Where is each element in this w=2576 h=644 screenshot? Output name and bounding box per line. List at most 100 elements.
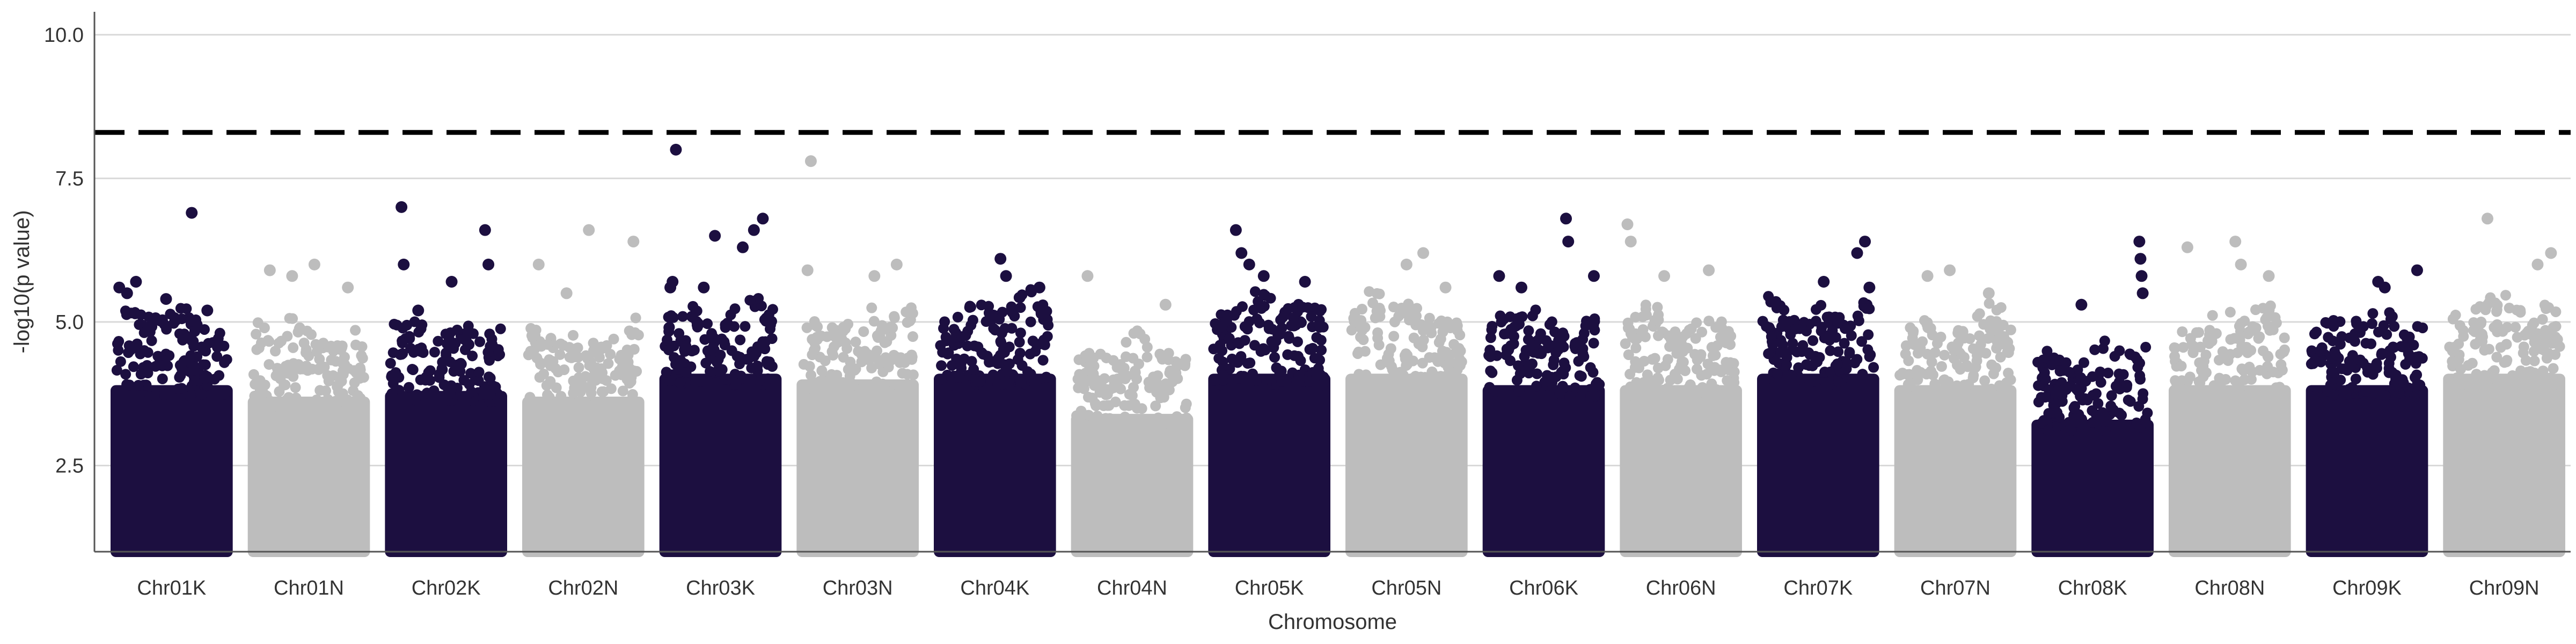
- data-point: [448, 343, 459, 354]
- data-point: [1975, 339, 1986, 350]
- data-point: [1487, 367, 1498, 378]
- top-point: [1863, 281, 1876, 294]
- data-point: [1646, 354, 1658, 365]
- data-point: [1957, 389, 1968, 400]
- data-point: [2550, 306, 2562, 317]
- data-point: [2267, 324, 2279, 335]
- data-point: [2250, 304, 2262, 316]
- data-point: [2335, 375, 2346, 386]
- data-point: [2196, 389, 2207, 400]
- data-point: [2170, 342, 2181, 354]
- data-point: [2200, 349, 2212, 361]
- data-point: [586, 387, 597, 399]
- top-point: [560, 287, 573, 299]
- data-point: [2403, 382, 2414, 393]
- data-point: [1907, 327, 1919, 339]
- data-point: [1984, 298, 1995, 309]
- data-point: [988, 323, 999, 334]
- data-point: [588, 338, 599, 349]
- data-point: [580, 371, 591, 382]
- data-point: [2089, 344, 2101, 355]
- data-point: [2239, 374, 2250, 385]
- data-point: [1810, 357, 1821, 368]
- data-point: [1314, 322, 1326, 333]
- data-point: [196, 389, 207, 400]
- data-point: [700, 357, 712, 369]
- data-point: [664, 375, 675, 386]
- data-point: [895, 352, 906, 363]
- data-point: [1292, 336, 1303, 347]
- data-point: [752, 360, 763, 371]
- data-point: [729, 303, 741, 314]
- top-point: [445, 276, 458, 288]
- data-point: [1649, 314, 1660, 326]
- data-point: [1995, 302, 2007, 313]
- data-point: [1630, 342, 1642, 354]
- data-point: [2279, 332, 2290, 343]
- data-point: [2279, 344, 2290, 355]
- data-point: [819, 355, 831, 367]
- data-point: [1809, 376, 1820, 387]
- top-point: [1299, 276, 1311, 288]
- data-point: [1729, 366, 1740, 377]
- data-point: [433, 335, 444, 347]
- data-point: [482, 347, 494, 358]
- data-point: [936, 360, 947, 371]
- data-point: [1025, 316, 1036, 327]
- data-point: [1293, 369, 1305, 380]
- data-point: [885, 321, 896, 333]
- data-point: [350, 325, 361, 336]
- data-point: [420, 375, 431, 386]
- data-point: [845, 356, 856, 368]
- data-point: [1358, 334, 1369, 346]
- data-point: [905, 302, 917, 313]
- data-point: [1352, 348, 1363, 359]
- data-point: [2039, 392, 2051, 403]
- data-point: [902, 317, 913, 328]
- data-point: [720, 319, 731, 331]
- data-point: [483, 371, 494, 383]
- data-point: [2479, 345, 2490, 356]
- data-point: [1224, 333, 1235, 344]
- data-point: [1526, 340, 1538, 351]
- top-point: [286, 270, 298, 282]
- data-point: [1238, 371, 1249, 382]
- data-point: [1007, 307, 1018, 318]
- chromosome-band-chr04n: [1071, 270, 1194, 557]
- data-point: [1113, 362, 1124, 373]
- data-point: [663, 345, 675, 356]
- data-point: [801, 322, 813, 333]
- data-point: [1646, 379, 1657, 390]
- data-point: [680, 367, 692, 378]
- data-point: [466, 386, 477, 397]
- data-point: [2176, 361, 2187, 372]
- data-point: [1274, 367, 1285, 378]
- top-point: [890, 258, 903, 270]
- data-point: [1786, 369, 1797, 380]
- data-point: [2003, 368, 2014, 379]
- data-point: [1974, 308, 1985, 319]
- data-point: [2224, 306, 2236, 318]
- top-point: [482, 258, 495, 270]
- top-point: [1621, 218, 1634, 230]
- data-point: [266, 402, 277, 413]
- data-point: [1985, 324, 1996, 335]
- data-point: [711, 357, 722, 368]
- data-point: [1623, 349, 1634, 360]
- top-point: [396, 201, 408, 213]
- data-point: [2244, 345, 2256, 356]
- data-point: [714, 365, 725, 377]
- x-tick-label: Chr05K: [1235, 577, 1304, 599]
- data-point: [1900, 348, 1911, 360]
- data-point: [956, 331, 968, 342]
- data-point: [576, 383, 588, 394]
- data-point: [1002, 378, 1014, 390]
- data-point: [221, 354, 232, 365]
- data-point: [1513, 360, 1524, 371]
- data-point: [2394, 387, 2405, 399]
- data-point: [1982, 333, 1994, 344]
- data-point: [2491, 304, 2502, 316]
- data-point: [1400, 353, 1411, 364]
- data-point: [128, 361, 139, 372]
- data-point: [1159, 418, 1170, 429]
